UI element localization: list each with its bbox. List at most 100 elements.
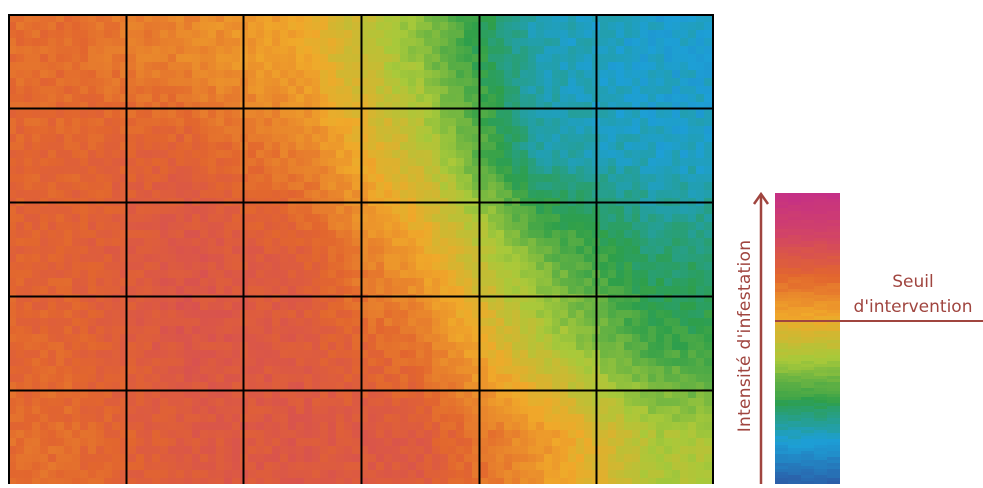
heatmap-pixel <box>616 214 625 223</box>
heatmap-pixel <box>280 270 289 279</box>
heatmap-pixel <box>664 222 673 231</box>
heatmap-pixel <box>328 110 337 119</box>
heatmap-pixel <box>152 46 161 55</box>
heatmap-pixel <box>288 222 297 231</box>
heatmap-pixel <box>576 406 585 415</box>
heatmap-pixel <box>432 262 441 271</box>
heatmap-pixel <box>16 430 25 439</box>
heatmap-pixel <box>96 30 105 39</box>
heatmap-pixel <box>360 366 369 375</box>
heatmap-pixel <box>360 398 369 407</box>
heatmap-pixel <box>248 254 257 263</box>
heatmap-pixel <box>464 118 473 127</box>
heatmap-pixel <box>152 398 161 407</box>
heatmap-pixel <box>656 206 665 215</box>
heatmap-pixel <box>64 462 73 471</box>
heatmap-pixel <box>56 294 65 303</box>
heatmap-pixel <box>152 206 161 215</box>
heatmap-pixel <box>96 398 105 407</box>
heatmap-pixel <box>232 262 241 271</box>
heatmap-pixel <box>680 270 689 279</box>
heatmap-pixel <box>456 326 465 335</box>
heatmap-pixel <box>184 70 193 79</box>
heatmap-pixel <box>192 310 201 319</box>
heatmap-pixel <box>280 310 289 319</box>
heatmap-pixel <box>312 350 321 359</box>
heatmap-pixel <box>528 382 537 391</box>
heatmap-pixel <box>384 150 393 159</box>
heatmap-pixel <box>48 14 57 23</box>
heatmap-pixel <box>520 14 529 23</box>
heatmap-pixel <box>232 126 241 135</box>
heatmap-pixel <box>288 230 297 239</box>
heatmap-pixel <box>608 102 617 111</box>
heatmap-pixel <box>376 390 385 399</box>
heatmap-pixel <box>128 406 137 415</box>
heatmap-pixel <box>528 158 537 167</box>
heatmap-pixel <box>224 454 233 463</box>
heatmap-pixel <box>32 334 41 343</box>
heatmap-pixel <box>496 214 505 223</box>
heatmap-pixel <box>624 230 633 239</box>
heatmap-pixel <box>704 158 713 167</box>
heatmap-pixel <box>528 134 537 143</box>
heatmap-pixel <box>24 102 33 111</box>
heatmap-pixel <box>144 390 153 399</box>
heatmap-pixel <box>56 278 65 287</box>
heatmap-pixel <box>536 294 545 303</box>
heatmap-pixel <box>360 14 369 23</box>
heatmap-pixel <box>280 294 289 303</box>
heatmap-pixel <box>88 406 97 415</box>
heatmap-pixel <box>64 406 73 415</box>
heatmap-pixel <box>104 342 113 351</box>
heatmap-pixel <box>216 230 225 239</box>
heatmap-pixel <box>424 406 433 415</box>
heatmap-pixel <box>8 142 17 151</box>
heatmap-pixel <box>40 462 49 471</box>
heatmap-pixel <box>152 278 161 287</box>
heatmap-pixel <box>144 54 153 63</box>
heatmap-pixel <box>88 390 97 399</box>
heatmap-pixel <box>320 54 329 63</box>
heatmap-pixel <box>672 270 681 279</box>
heatmap-pixel <box>176 302 185 311</box>
heatmap-pixel <box>40 382 49 391</box>
heatmap-pixel <box>40 414 49 423</box>
heatmap-pixel <box>192 294 201 303</box>
heatmap-pixel <box>384 14 393 23</box>
heatmap-pixel <box>656 350 665 359</box>
heatmap-pixel <box>288 102 297 111</box>
heatmap-pixel <box>512 30 521 39</box>
heatmap-pixel <box>200 214 209 223</box>
heatmap-pixel <box>272 454 281 463</box>
heatmap-pixel <box>496 270 505 279</box>
heatmap-pixel <box>432 398 441 407</box>
heatmap-pixel <box>624 278 633 287</box>
heatmap-pixel <box>320 134 329 143</box>
heatmap-pixel <box>280 70 289 79</box>
heatmap-pixel <box>120 214 129 223</box>
heatmap-pixel <box>160 126 169 135</box>
heatmap-pixel <box>336 454 345 463</box>
heatmap-pixel <box>704 174 713 183</box>
heatmap-pixel <box>616 174 625 183</box>
heatmap-pixel <box>160 286 169 295</box>
heatmap-pixel <box>560 206 569 215</box>
heatmap-pixel <box>680 94 689 103</box>
heatmap-pixel <box>656 118 665 127</box>
heatmap-pixel <box>216 398 225 407</box>
heatmap-pixel <box>304 430 313 439</box>
heatmap-pixel <box>656 454 665 463</box>
heatmap-pixel <box>56 134 65 143</box>
heatmap-pixel <box>648 102 657 111</box>
heatmap-pixel <box>256 438 265 447</box>
heatmap-pixel <box>88 374 97 383</box>
heatmap-pixel <box>352 78 361 87</box>
heatmap-pixel <box>520 382 529 391</box>
heatmap-pixel <box>176 110 185 119</box>
heatmap-pixel <box>376 454 385 463</box>
heatmap-pixel <box>704 262 713 271</box>
heatmap-pixel <box>568 230 577 239</box>
heatmap-pixel <box>24 94 33 103</box>
heatmap-pixel <box>176 294 185 303</box>
